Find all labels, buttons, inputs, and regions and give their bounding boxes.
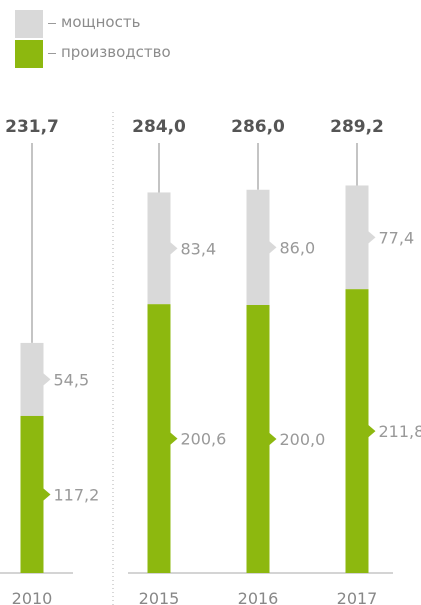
- x-tick-2015: 2015: [139, 589, 180, 605]
- pointer-production-2017: [368, 425, 376, 438]
- label-total-2017: 289,2: [330, 117, 384, 137]
- label-total-2015: 284,0: [132, 117, 186, 137]
- pointer-capacity-2010: [43, 373, 51, 386]
- label-production-2015: 200,6: [181, 430, 227, 449]
- bars-group: 54,5 117,2 231,7 2010 83,4 200,6 284,0 2015 86,0…: [5, 117, 421, 605]
- label-production-2016: 200,0: [280, 430, 326, 449]
- bar-capacity-2016: [246, 189, 270, 305]
- legend-swatch-capacity: [15, 10, 43, 38]
- label-capacity-2016: 86,0: [280, 238, 316, 257]
- label-capacity-2017: 77,4: [379, 228, 415, 247]
- bar-capacity-2017: [345, 185, 369, 290]
- x-tick-2010: 2010: [12, 589, 53, 605]
- legend-swatch-production: [15, 40, 43, 68]
- pointer-production-2015: [170, 432, 178, 445]
- bar-capacity-2010: [20, 342, 44, 416]
- legend-label-production: производство: [61, 43, 171, 61]
- pointer-capacity-2016: [269, 241, 277, 254]
- bar-capacity-2015: [147, 192, 171, 305]
- pointer-production-2016: [269, 433, 277, 445]
- bar-production-2010: [20, 415, 44, 573]
- legend-leader-production: [48, 53, 56, 54]
- legend-leader-capacity: [48, 23, 56, 24]
- bar-production-2015: [147, 304, 171, 573]
- pointer-capacity-2015: [170, 242, 178, 255]
- label-production-2017: 211,8: [379, 422, 421, 441]
- label-total-2016: 286,0: [231, 117, 285, 137]
- label-capacity-2015: 83,4: [181, 239, 217, 258]
- label-total-2010: 231,7: [5, 117, 59, 137]
- x-tick-2016: 2016: [238, 589, 279, 605]
- label-production-2010: 117,2: [54, 485, 100, 504]
- bar-production-2017: [345, 289, 369, 573]
- x-tick-2017: 2017: [337, 589, 378, 605]
- bar-production-2016: [246, 305, 270, 573]
- pointer-production-2010: [43, 488, 51, 501]
- legend-label-capacity: мощность: [61, 13, 141, 31]
- pointer-capacity-2017: [368, 231, 376, 244]
- label-capacity-2010: 54,5: [54, 370, 90, 389]
